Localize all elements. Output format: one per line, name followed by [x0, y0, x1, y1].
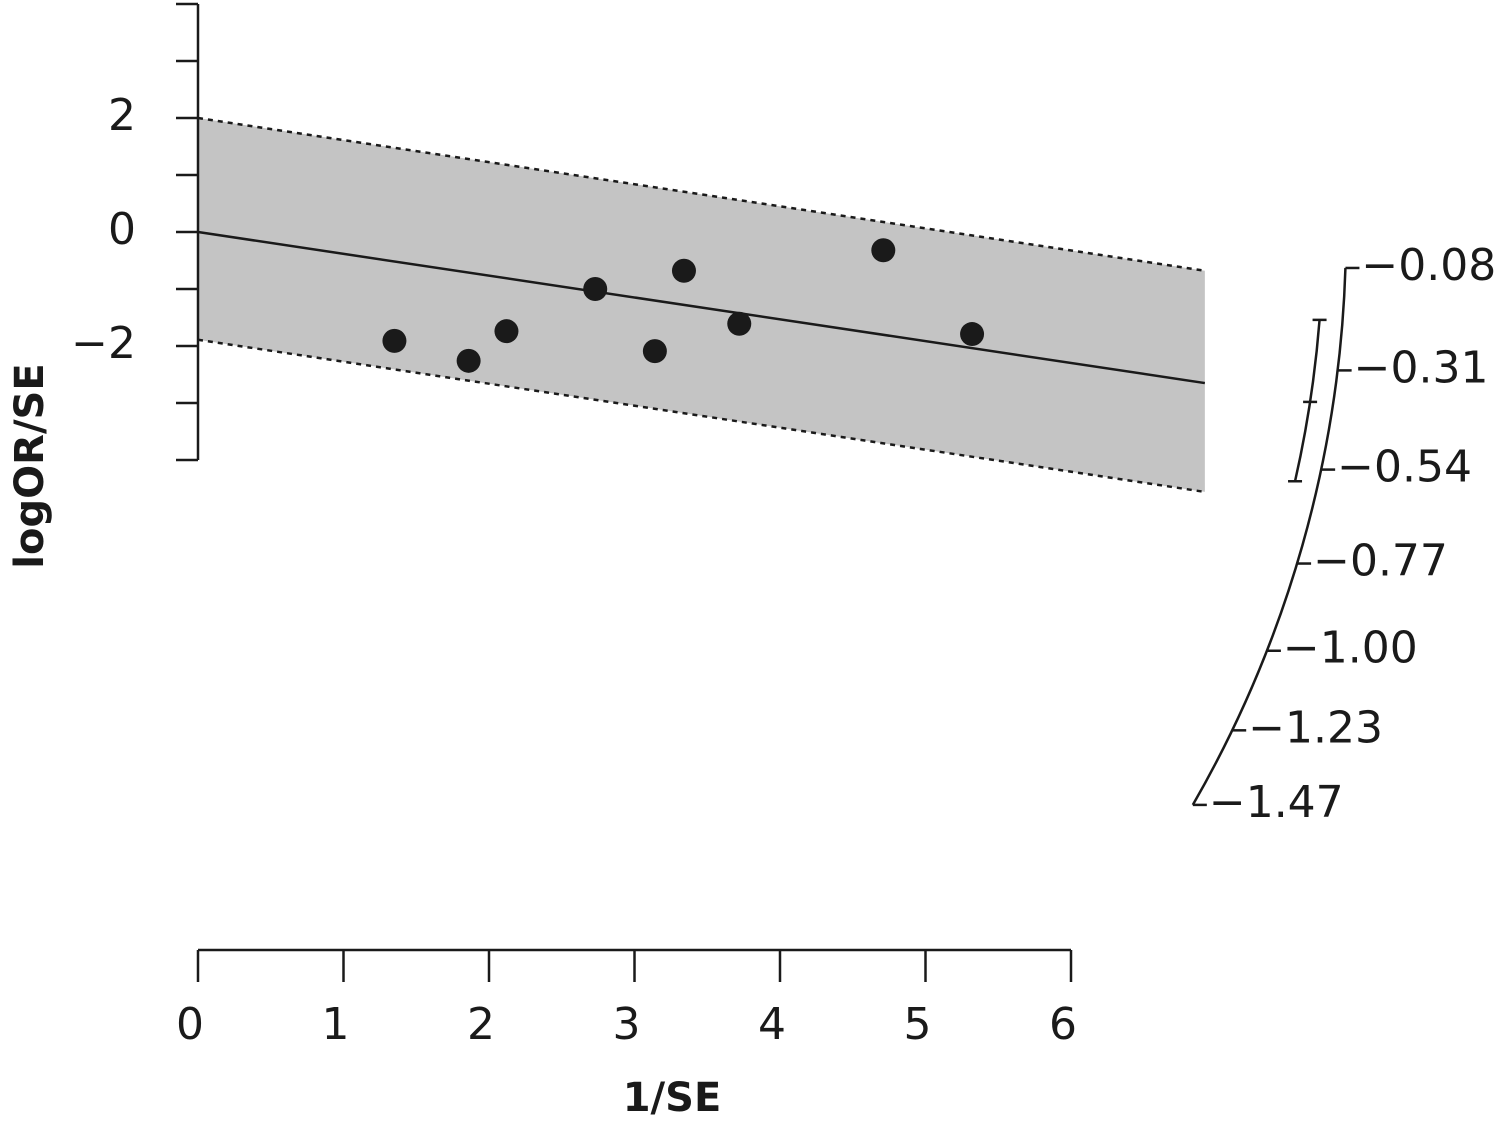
x-tick-label: 5: [904, 999, 932, 1050]
data-point: [960, 322, 985, 347]
x-tick-label: 2: [467, 999, 495, 1050]
x-axis-label: 1/SE: [623, 1075, 722, 1119]
y-tick-label: −2: [71, 318, 136, 369]
x-tick-label: 4: [758, 999, 786, 1050]
radial-tick-label: −0.31: [1354, 342, 1489, 393]
data-point: [382, 328, 407, 353]
y-tick-label: 0: [108, 204, 136, 255]
data-point: [456, 348, 481, 373]
data-point: [494, 319, 519, 344]
radial-tick-label: −1.47: [1209, 777, 1344, 828]
y-tick-label: 2: [108, 90, 136, 141]
y-axis-label: logOR/SE: [7, 363, 53, 568]
data-point: [871, 238, 896, 263]
radial-scale-arc: [1191, 267, 1347, 806]
data-point: [671, 258, 696, 283]
radial-tick-label: −0.77: [1313, 536, 1448, 587]
data-point: [642, 339, 667, 364]
radial-tick-label: −0.08: [1361, 240, 1496, 291]
x-tick-label: 1: [322, 999, 350, 1050]
data-point: [583, 277, 608, 301]
data-point: [727, 311, 752, 336]
pooled-ci-bracket: [1293, 319, 1321, 482]
regression-line: [197, 230, 1206, 385]
x-tick-label: 3: [613, 999, 641, 1050]
radial-tick-label: −1.23: [1248, 702, 1383, 753]
radial-tick-label: −1.00: [1283, 623, 1418, 674]
x-tick-label: 0: [176, 999, 204, 1050]
confidence-band: [198, 118, 1205, 492]
x-tick-label: 6: [1049, 999, 1077, 1050]
radial-tick-label: −0.54: [1337, 442, 1472, 493]
